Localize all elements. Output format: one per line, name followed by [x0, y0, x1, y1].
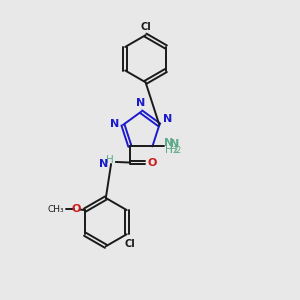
Text: O: O [148, 158, 157, 167]
Text: H: H [170, 145, 178, 155]
Text: N: N [110, 119, 119, 129]
Text: N: N [164, 138, 173, 148]
Text: Cl: Cl [140, 22, 151, 32]
Text: N: N [136, 98, 145, 108]
Text: 2: 2 [172, 146, 177, 155]
Text: H: H [106, 155, 113, 166]
Text: N: N [100, 159, 109, 169]
Text: O: O [72, 205, 81, 214]
Text: CH₃: CH₃ [48, 205, 64, 214]
Text: N: N [170, 139, 179, 149]
Text: 2: 2 [175, 146, 180, 155]
Text: H: H [165, 145, 172, 155]
Text: Cl: Cl [125, 238, 136, 249]
Text: N: N [163, 114, 172, 124]
